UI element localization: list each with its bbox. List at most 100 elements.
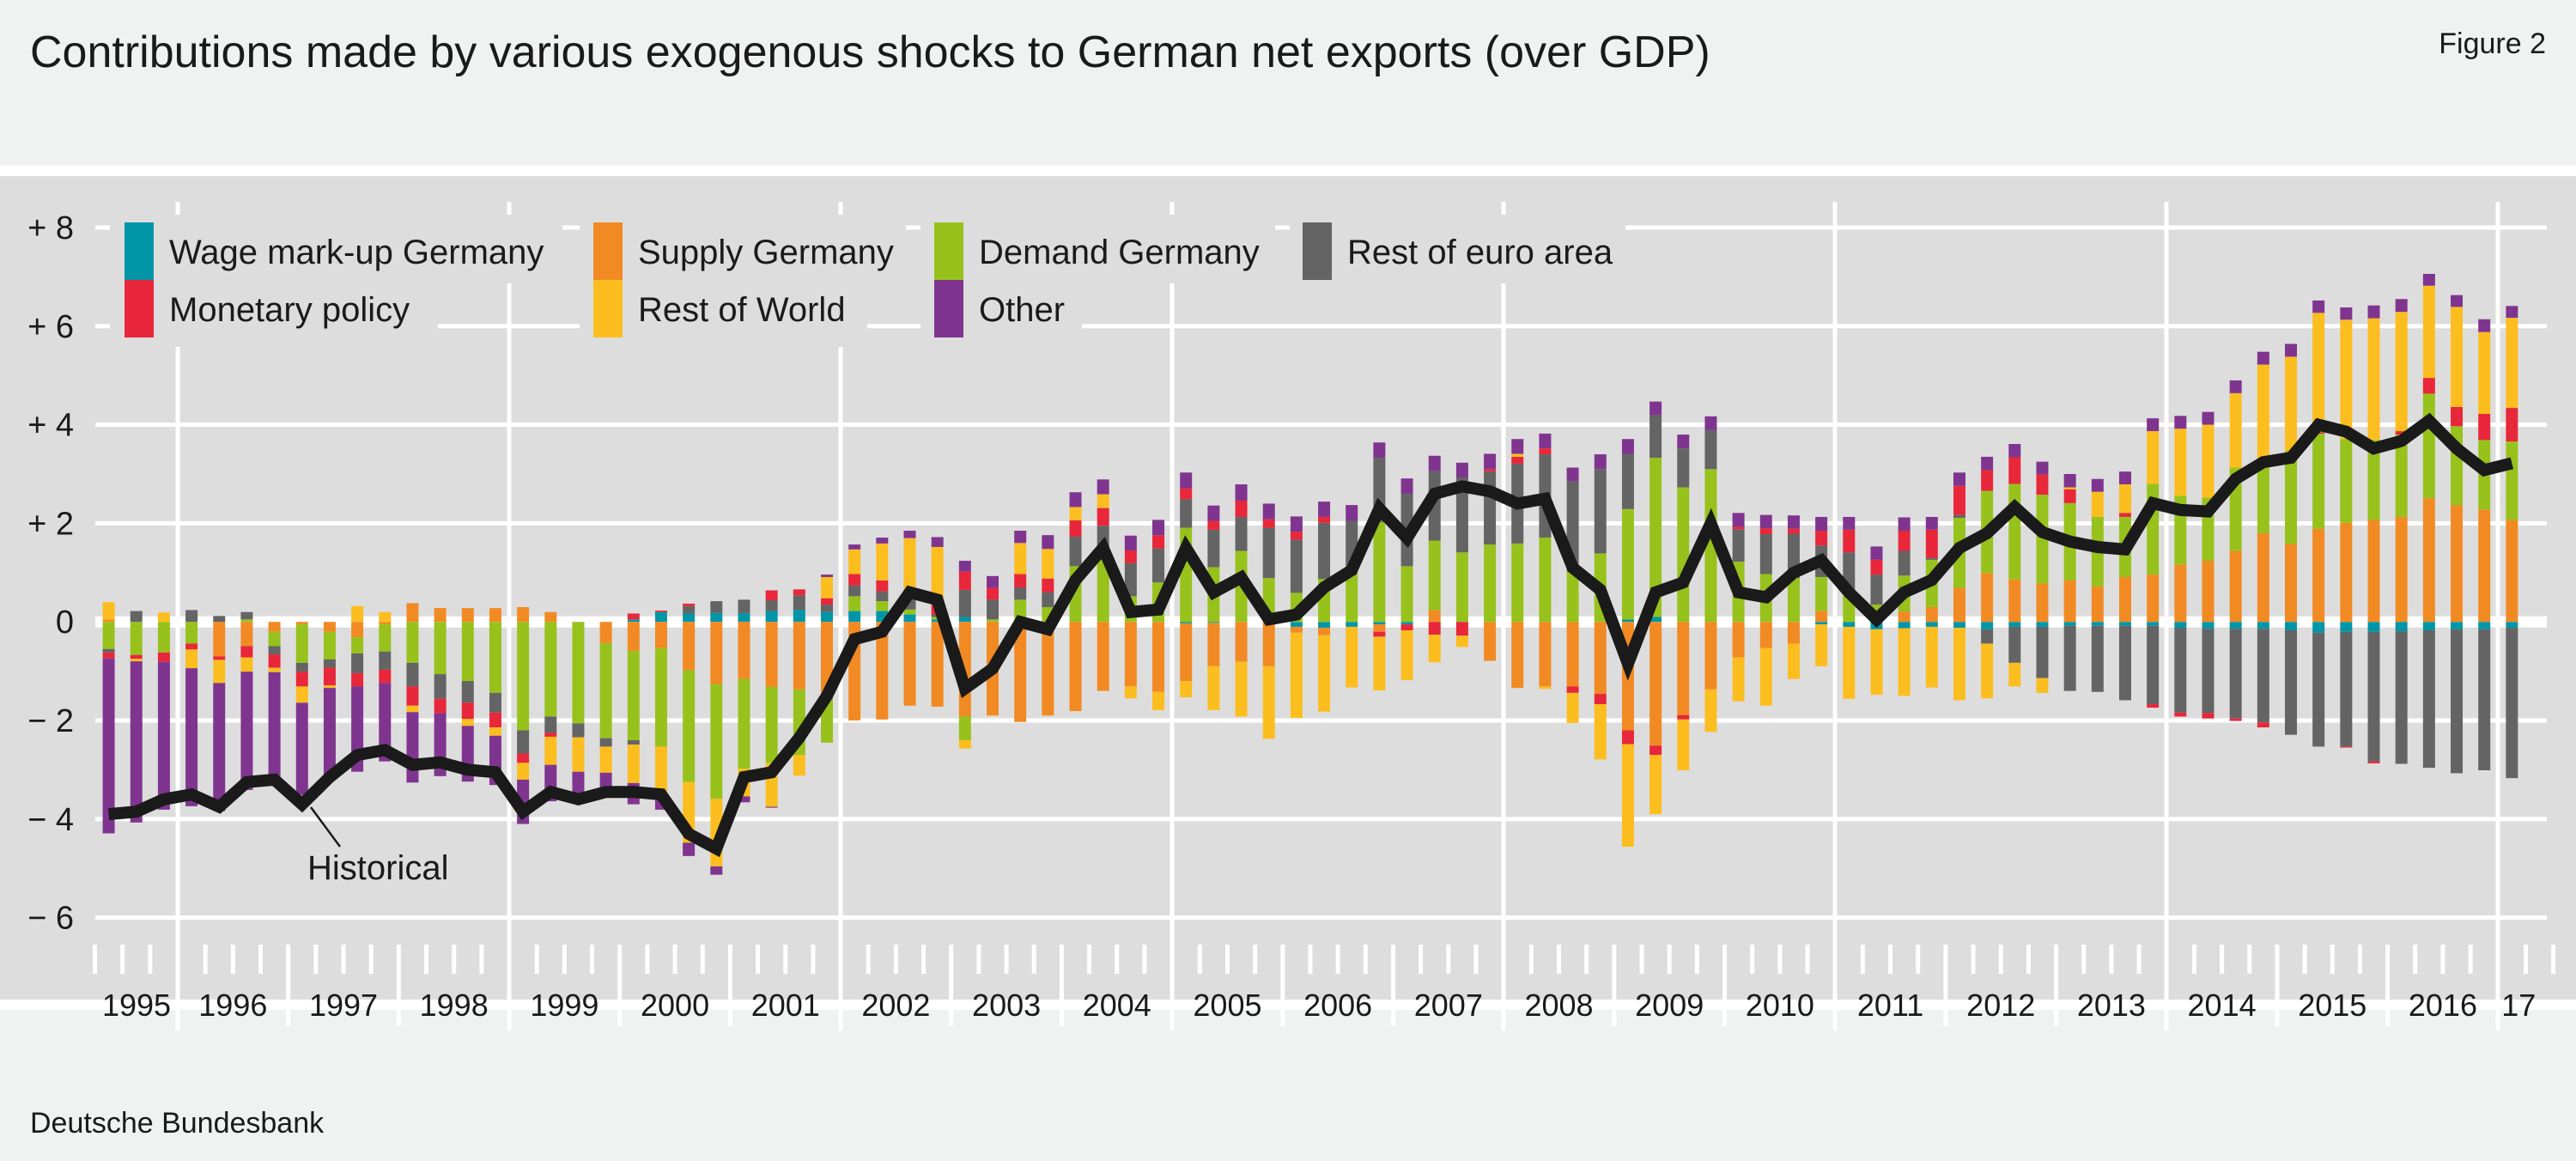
bar-stack [1981,456,1994,699]
bar-segment-monetary [2367,761,2380,763]
quarter-tick [368,945,374,974]
bar-segment-monetary [1400,624,1413,630]
year-tick [1280,945,1285,1026]
bar-segment-rest-euro [1318,522,1331,580]
bar-segment-demand [1704,469,1717,623]
bar-segment-supply [2395,516,2408,623]
x-tick-label: 2012 [1966,988,2035,1023]
bar-segment-supply [1677,622,1690,715]
bar-segment-supply [627,622,640,652]
bar-segment-monetary [1898,531,1911,551]
bar-segment-row [1373,636,1386,690]
bar-segment-wage [1207,622,1220,623]
bar-segment-wage [2478,622,2491,629]
bar-segment-monetary [1042,578,1054,593]
x-tick-label: 2008 [1524,988,1593,1023]
bar-segment-wage [2091,622,2104,626]
bar-segment-other [1870,546,1883,560]
year-tick [2385,945,2391,1026]
quarter-tick [1639,945,1644,974]
bar-segment-monetary [1124,550,1137,563]
bar-stack [2451,295,2464,774]
bar-segment-row [544,736,557,765]
bar-segment-monetary [185,643,198,650]
bar-segment-monetary [323,667,336,686]
historical-label: Historical [307,849,448,887]
legend-item-other: Other [934,280,1065,337]
bar-segment-wage [765,611,778,623]
bar-segment-other [599,772,612,788]
v-gridline [838,202,843,1030]
h-gridline [95,915,2547,921]
bar-segment-supply [2229,550,2242,623]
legend-label: Supply Germany [638,234,894,271]
bar-segment-other [958,561,971,572]
bar-segment-rest-euro [434,674,447,699]
bar-segment-wage [1180,622,1193,623]
quarter-tick [645,945,650,974]
bar-segment-row [2506,318,2518,409]
year-tick [1390,945,1395,1026]
bar-segment-wage [903,614,916,623]
bar-stack [323,622,336,778]
bar-segment-supply [931,622,944,707]
x-tick-label: 2014 [2188,988,2257,1023]
bar-segment-wage [2202,622,2215,629]
chart-title: Contributions made by various exogenous … [30,27,1710,77]
bar-segment-demand [544,622,557,717]
bar-segment-rest-euro [406,662,419,687]
bar-segment-monetary [1981,470,1994,491]
quarter-tick [1087,945,1092,974]
bar-segment-row [848,549,861,574]
bar-stack [1649,401,1662,815]
legend: Wage mark-up Germany Monetary policy Suppl… [125,222,1613,337]
bar-segment-supply [2312,528,2325,623]
bar-segment-monetary [1925,529,1938,558]
quarter-tick [534,945,539,974]
bar-segment-row [1704,689,1717,732]
bar-segment-rest-euro [2506,628,2518,779]
bar-segment-other [1539,433,1552,449]
bar-segment-rest-euro [2174,628,2187,713]
bar-segment-other [2229,380,2242,393]
legend-swatch [125,222,154,280]
bar-segment-supply [2174,564,2187,623]
bar-segment-supply [1732,622,1745,658]
legend-mask [110,215,562,283]
bar-segment-wage [2118,622,2131,626]
bar-segment-other [1677,435,1690,449]
bar-segment-monetary [2340,746,2353,748]
bar-segment-supply [2506,520,2518,623]
bar-segment-other [987,575,999,588]
bar-segment-supply [1042,622,1054,716]
bar-segment-wage [1318,622,1331,629]
bar-segment-rest-euro [876,591,889,602]
x-tick-label: 2010 [1746,988,1814,1023]
bar-segment-rest-euro [1290,539,1303,593]
bar-segment-monetary [1428,622,1441,635]
bar-segment-rest-euro [1870,574,1883,605]
bar-segment-monetary [2147,704,2160,708]
bar-segment-other [1815,516,1828,532]
bar-segment-rest-euro [1207,529,1220,568]
bar-segment-row [2091,491,2104,517]
figure-label: Figure 2 [2439,27,2546,60]
legend-mask [920,215,1275,283]
bar-segment-monetary [1953,485,1965,515]
quarter-tick [2551,945,2556,974]
bar-segment-monetary [793,589,805,596]
bar-segment-other [1042,535,1054,550]
quarter-tick [2081,945,2087,974]
bar-segment-row [2340,319,2353,440]
bar-segment-other [2091,478,2104,492]
bar-segment-monetary [1649,745,1662,756]
year-tick [1943,945,1948,1026]
bar-segment-monetary [351,672,364,687]
y-tick-label: 0 [56,605,74,641]
bar-segment-monetary [2063,489,2076,503]
quarter-tick [1197,945,1202,974]
bar-segment-row [1539,686,1552,690]
bar-segment-supply [351,622,364,637]
bar-stack [876,538,889,720]
bar-segment-row [1566,692,1579,723]
